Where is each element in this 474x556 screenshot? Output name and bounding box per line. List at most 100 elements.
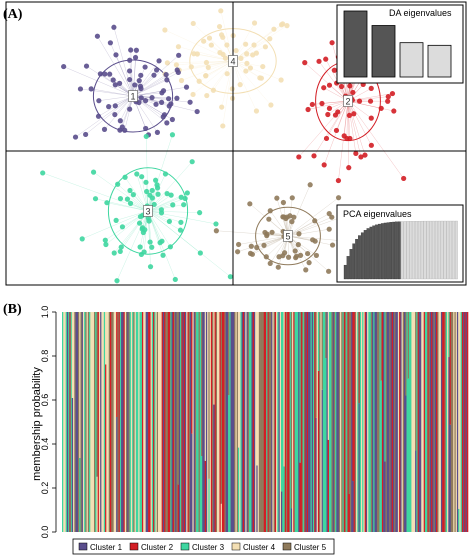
- point-cluster-5: [310, 237, 316, 243]
- point-cluster-4: [243, 68, 249, 74]
- pca-eigenvalue-bar-3: [349, 249, 353, 280]
- membership-bar-136-cluster-3: [228, 395, 230, 532]
- point-cluster-2: [333, 127, 340, 134]
- segment-cluster-5: [216, 230, 289, 237]
- pca-eigenvalue-bar-36: [443, 220, 447, 280]
- membership-bar-187-cluster-1: [290, 508, 293, 532]
- point-cluster-5: [329, 214, 335, 220]
- membership-bar-240-cluster-4: [356, 312, 358, 532]
- point-cluster-1: [127, 57, 133, 63]
- segment-cluster-1: [115, 54, 134, 97]
- legend-items: Cluster 1 Cluster 2 Cluster 3 Cluster 4 Clus…: [78, 542, 327, 552]
- membership-bar-116-cluster-1: [203, 312, 206, 532]
- point-cluster-4: [164, 60, 170, 66]
- segment-cluster-1: [110, 42, 134, 97]
- segment-cluster-3: [82, 210, 149, 240]
- point-cluster-5: [326, 226, 332, 232]
- membership-bar-277-cluster-4: [401, 312, 404, 532]
- point-cluster-5: [274, 195, 280, 201]
- point-cluster-4: [253, 108, 260, 114]
- y-tick-label-0.6: 0.6: [40, 394, 50, 407]
- da-inset-label: DA eigenvalues: [389, 8, 452, 18]
- segment-cluster-1: [86, 65, 134, 97]
- membership-bar-242-cluster-1: [358, 403, 361, 532]
- point-cluster-3: [167, 244, 173, 250]
- membership-bar-204-cluster-1: [311, 312, 314, 532]
- pca-inset-label: PCA eigenvalues: [343, 209, 412, 219]
- membership-bar-281-cluster-3: [406, 312, 409, 532]
- point-cluster-3: [104, 200, 110, 206]
- membership-bar-262-cluster-1: [383, 312, 385, 532]
- pca-eigenvalue-bars: [343, 220, 458, 280]
- segment-cluster-5: [250, 235, 289, 254]
- membership-bar-130-cluster-5: [220, 312, 223, 504]
- membership-bar-132-cluster-2: [223, 312, 225, 532]
- membership-bar-149-cluster-1: [244, 312, 246, 532]
- point-cluster-3: [124, 196, 131, 202]
- point-cluster-1: [142, 98, 149, 104]
- membership-bar-50-cluster-1: [122, 312, 124, 532]
- membership-bar-31-cluster-4: [98, 312, 101, 532]
- point-cluster-3: [79, 236, 85, 242]
- point-cluster-4: [191, 51, 197, 57]
- point-cluster-5: [280, 199, 286, 206]
- membership-bar-183-cluster-5: [285, 312, 288, 532]
- point-cluster-3: [153, 177, 159, 183]
- membership-bar-11-cluster-5: [74, 312, 76, 532]
- membership-bar-12-cluster-1: [75, 312, 78, 532]
- membership-bar-301-cluster-2: [431, 312, 433, 532]
- point-cluster-3: [134, 171, 140, 177]
- segment-cluster-3: [147, 204, 184, 212]
- membership-bar-280-cluster-1: [405, 395, 407, 532]
- point-cluster-2: [335, 109, 341, 115]
- membership-bar-280-cluster-5: [405, 312, 407, 396]
- membership-bar-61-cluster-3: [135, 312, 138, 532]
- membership-bar-279-cluster-1: [404, 312, 406, 532]
- point-cluster-3: [158, 210, 165, 216]
- membership-bar-98-cluster-2: [181, 312, 183, 532]
- membership-bar-291-cluster-1: [418, 312, 421, 532]
- segment-cluster-1: [132, 69, 178, 97]
- segment-cluster-3: [106, 202, 149, 212]
- membership-bar-43-cluster-4: [113, 312, 116, 532]
- membership-bar-276-cluster-1: [400, 312, 402, 532]
- membership-bar-69-cluster-1: [145, 312, 148, 532]
- point-cluster-5: [306, 260, 312, 266]
- membership-bar-302-cluster-1: [432, 312, 434, 532]
- point-cluster-3: [137, 244, 143, 250]
- segment-cluster-1: [132, 95, 164, 117]
- segment-cluster-3: [116, 210, 149, 221]
- centroid-box-2: [343, 95, 353, 107]
- point-cluster-3: [118, 244, 124, 250]
- segment-cluster-3: [147, 198, 186, 212]
- point-cluster-5: [295, 242, 301, 248]
- membership-bar-282-cluster-5: [407, 312, 410, 379]
- membership-bar-286-cluster-4: [412, 312, 415, 532]
- segment-cluster-5: [287, 197, 339, 237]
- membership-bar-78-cluster-5: [156, 312, 159, 532]
- legend-swatch-cluster-1: [78, 542, 88, 551]
- point-cluster-1: [138, 95, 144, 101]
- membership-bar-287-cluster-4: [413, 312, 416, 532]
- membership-bar-316-cluster-1: [449, 424, 452, 532]
- membership-bar-67-cluster-4: [143, 312, 145, 532]
- membership-bar-225-cluster-1: [337, 312, 340, 532]
- point-cluster-1: [137, 83, 144, 89]
- segment-cluster-4: [220, 10, 234, 62]
- membership-bar-144-cluster-3: [237, 447, 240, 532]
- point-cluster-2: [368, 115, 374, 121]
- membership-bar-314-cluster-4: [447, 312, 449, 532]
- membership-bar-15-cluster-3: [79, 458, 81, 532]
- membership-bar-107-cluster-4: [192, 312, 194, 532]
- point-cluster-4: [219, 104, 225, 110]
- point-cluster-1: [127, 76, 133, 83]
- membership-bar-25-cluster-4: [91, 312, 94, 532]
- point-cluster-4: [220, 123, 226, 129]
- membership-bar-275-cluster-2: [399, 312, 401, 532]
- point-cluster-3: [177, 227, 184, 233]
- membership-bar-36-cluster-4: [105, 312, 107, 365]
- point-cluster-1: [133, 47, 139, 53]
- segment-cluster-5: [249, 203, 289, 237]
- membership-bar-164-cluster-5: [262, 312, 265, 532]
- membership-bar-219-cluster-3: [330, 312, 332, 532]
